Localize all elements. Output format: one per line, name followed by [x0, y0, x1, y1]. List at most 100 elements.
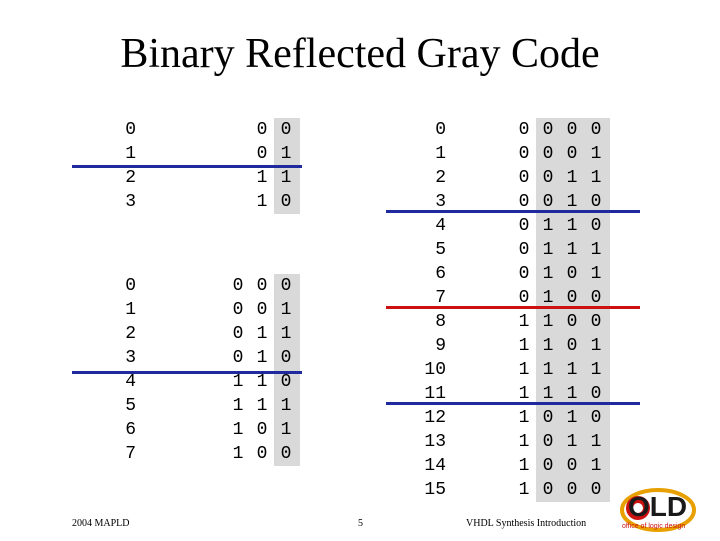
t4i-index-cell: 6 — [435, 264, 446, 284]
t3i-index-cell: 3 — [125, 348, 136, 368]
t4c-bit-cell: 0 — [590, 120, 602, 140]
t4i-index-cell: 5 — [435, 240, 446, 260]
t4c-bit-cell: 1 — [518, 456, 530, 476]
t3i-index-cell: 6 — [125, 420, 136, 440]
t4c-bit-cell: 1 — [566, 360, 578, 380]
t4i-index-cell: 2 — [435, 168, 446, 188]
t4c-bit-cell: 1 — [566, 168, 578, 188]
t4c-bit-cell: 0 — [518, 120, 530, 140]
t4c-bit-cell: 0 — [590, 480, 602, 500]
t4c-bit-cell: 1 — [542, 384, 554, 404]
t3c-bit-cell: 1 — [280, 300, 292, 320]
t4c-bit-cell: 0 — [542, 120, 554, 140]
t4i-index-cell: 3 — [435, 192, 446, 212]
t4c-bit-cell: 1 — [566, 384, 578, 404]
t3-blue-line-a — [72, 371, 302, 374]
t4i-index-cell: 14 — [424, 456, 446, 476]
t4c-bit-cell: 1 — [590, 168, 602, 188]
t3c-bit-cell: 0 — [232, 276, 244, 296]
t4c-bit-cell: 1 — [542, 264, 554, 284]
t2c-bit-cell: 1 — [280, 144, 292, 164]
t4c-bit-cell: 1 — [590, 456, 602, 476]
t4c-bit-cell: 1 — [542, 288, 554, 308]
t4c-bit-cell: 0 — [542, 456, 554, 476]
t3i-index-cell: 2 — [125, 324, 136, 344]
t2c-bit-cell: 0 — [256, 144, 268, 164]
t4c-bit-cell: 0 — [566, 480, 578, 500]
t3c-bit-cell: 1 — [232, 372, 244, 392]
t4c-bit-cell: 0 — [542, 432, 554, 452]
t4c-bit-cell: 1 — [590, 144, 602, 164]
t4c-bit-cell: 0 — [566, 264, 578, 284]
t4c-bit-cell: 1 — [518, 408, 530, 428]
footer-left: 2004 MAPLD — [72, 518, 130, 529]
t3c-bit-cell: 0 — [256, 444, 268, 464]
t4c-bit-cell: 1 — [566, 408, 578, 428]
t4i-index-cell: 1 — [435, 144, 446, 164]
t2c-bit-cell: 1 — [256, 192, 268, 212]
t3c-bit-cell: 1 — [280, 396, 292, 416]
t3i-index-cell: 7 — [125, 444, 136, 464]
t4c-bit-cell: 0 — [590, 408, 602, 428]
t3c-bit-cell: 1 — [280, 420, 292, 440]
t3c-bit-cell: 0 — [232, 348, 244, 368]
t3c-bit-cell: 0 — [232, 324, 244, 344]
t4i-index-cell: 0 — [435, 120, 446, 140]
t4c-bit-cell: 0 — [590, 312, 602, 332]
t3c-bit-cell: 1 — [280, 324, 292, 344]
logo-subtext: office of logic design — [622, 523, 685, 530]
t4i-index-cell: 7 — [435, 288, 446, 308]
t4c-bit-cell: 1 — [518, 432, 530, 452]
t4c-bit-cell: 0 — [542, 480, 554, 500]
t4c-bit-cell: 0 — [566, 120, 578, 140]
logo-text: OLD — [628, 491, 687, 522]
t3i-index-cell: 0 — [125, 276, 136, 296]
t3c-bit-cell: 0 — [256, 276, 268, 296]
t3c-bit-cell: 0 — [280, 372, 292, 392]
t4c-bit-cell: 0 — [566, 456, 578, 476]
t4c-bit-cell: 1 — [518, 480, 530, 500]
t4c-bit-cell: 0 — [590, 288, 602, 308]
t4c-bit-cell: 1 — [566, 192, 578, 212]
slide-title: Binary Reflected Gray Code — [120, 31, 600, 77]
t4c-bit-cell: 1 — [542, 336, 554, 356]
t4i-index-cell: 4 — [435, 216, 446, 236]
t4c-bit-cell: 1 — [518, 336, 530, 356]
t2c-bit-cell: 0 — [280, 120, 292, 140]
t4c-bit-cell: 0 — [590, 384, 602, 404]
t4c-bit-cell: 1 — [590, 240, 602, 260]
t4c-bit-cell: 1 — [518, 384, 530, 404]
t4c-bit-cell: 1 — [518, 312, 530, 332]
t4c-bit-cell: 1 — [542, 360, 554, 380]
t3c-bit-cell: 0 — [256, 300, 268, 320]
t4c-bit-cell: 0 — [542, 144, 554, 164]
t4c-bit-cell: 0 — [590, 192, 602, 212]
t3-shade — [274, 274, 300, 466]
t3i-index-cell: 4 — [125, 372, 136, 392]
t4c-bit-cell: 0 — [566, 144, 578, 164]
t4c-bit-cell: 1 — [542, 216, 554, 236]
t4-red-line — [386, 306, 640, 309]
t4c-bit-cell: 1 — [518, 360, 530, 380]
t3c-bit-cell: 0 — [232, 300, 244, 320]
t2c-bit-cell: 1 — [280, 168, 292, 188]
t4-blue-line-bottom — [386, 402, 640, 405]
t2-reflection-line — [72, 165, 302, 168]
t4c-bit-cell: 0 — [590, 216, 602, 236]
t3c-bit-cell: 1 — [232, 444, 244, 464]
t4c-bit-cell: 1 — [542, 240, 554, 260]
t4c-bit-cell: 1 — [590, 264, 602, 284]
t3c-bit-cell: 1 — [232, 396, 244, 416]
t4c-bit-cell: 0 — [518, 288, 530, 308]
old-logo-graphic: OLD office of logic design — [620, 488, 696, 532]
t4c-bit-cell: 1 — [542, 312, 554, 332]
t4c-bit-cell: 1 — [590, 360, 602, 380]
t4i-index-cell: 8 — [435, 312, 446, 332]
t2i-index-cell: 1 — [125, 144, 136, 164]
t2c-bit-cell: 0 — [256, 120, 268, 140]
t3c-bit-cell: 0 — [256, 420, 268, 440]
t4c-bit-cell: 0 — [566, 336, 578, 356]
t4i-index-cell: 9 — [435, 336, 446, 356]
t3c-bit-cell: 1 — [256, 372, 268, 392]
t3i-index-cell: 1 — [125, 300, 136, 320]
